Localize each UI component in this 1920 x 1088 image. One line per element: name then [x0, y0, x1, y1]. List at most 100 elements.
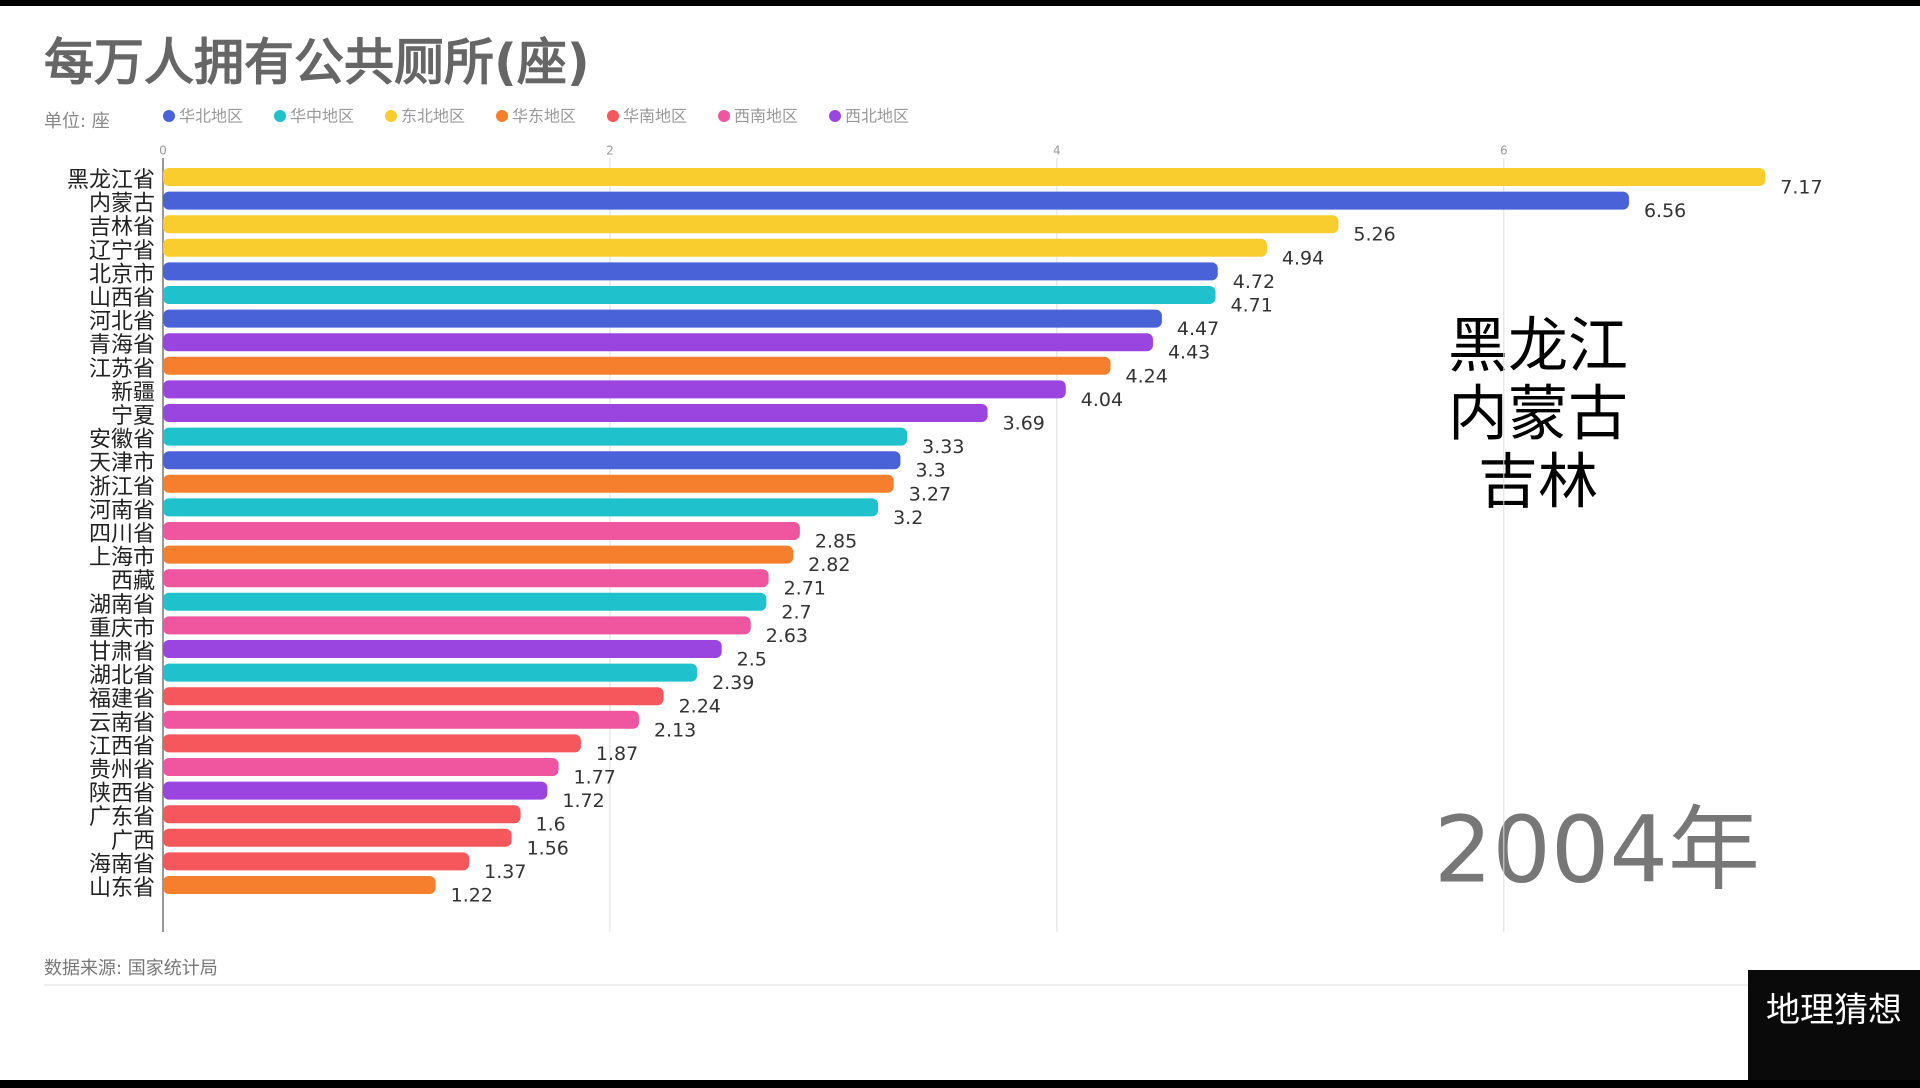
legend-swatch: [274, 110, 286, 122]
bar: [163, 781, 548, 800]
bar: [163, 451, 901, 470]
chart-title: 每万人拥有公共厕所(座): [44, 34, 590, 92]
y-tick-label: 西藏: [111, 569, 155, 594]
year-label: 2004年: [1434, 796, 1760, 903]
x-tick-label: 4: [1053, 144, 1061, 158]
bar: [163, 262, 1218, 281]
bar: [163, 474, 894, 493]
value-label: 2.39: [712, 672, 754, 694]
annotation: 吉林: [1478, 448, 1598, 518]
bar: [163, 805, 521, 824]
bar: [163, 569, 769, 588]
y-tick-label: 浙江省: [89, 475, 155, 500]
bar: [163, 404, 988, 422]
bar: [163, 710, 639, 729]
x-tick-label: 6: [1500, 144, 1508, 158]
y-tick-label: 吉林省: [89, 215, 155, 240]
y-tick-label: 四川省: [89, 522, 155, 547]
x-tick-label: 2: [606, 144, 614, 158]
value-label: 2.63: [766, 625, 808, 647]
y-tick-label: 湖南省: [89, 593, 155, 618]
bar: [163, 427, 908, 446]
value-label: 2.71: [784, 578, 826, 600]
bar: [163, 238, 1267, 257]
y-tick-label: 江西省: [89, 734, 155, 759]
value-label: 4.71: [1231, 295, 1273, 317]
y-tick-label: 广东省: [89, 805, 155, 830]
legend-label: 华中地区: [290, 107, 354, 126]
legend-swatch: [829, 110, 841, 122]
y-tick-label: 北京市: [89, 262, 155, 287]
legend-label: 华北地区: [179, 107, 243, 126]
annotation: 内蒙古: [1448, 380, 1628, 450]
value-label: 1.37: [484, 861, 526, 883]
y-tick-label: 甘肃省: [89, 640, 155, 665]
value-label: 4.43: [1168, 342, 1210, 364]
y-tick-label: 云南省: [89, 711, 155, 736]
y-tick-label: 陕西省: [89, 782, 155, 807]
bar: [163, 522, 800, 540]
y-tick-label: 江苏省: [89, 357, 155, 382]
y-tick-label: 福建省: [89, 687, 155, 712]
y-tick-label: 贵州省: [89, 758, 155, 783]
y-tick-label: 内蒙古: [89, 192, 155, 217]
value-label: 4.24: [1125, 365, 1167, 387]
bar: [163, 734, 581, 753]
y-tick-label: 山西省: [89, 286, 155, 311]
y-tick-label: 黑龙江省: [67, 168, 155, 193]
legend-label: 东北地区: [401, 107, 465, 126]
bar: [163, 663, 698, 682]
value-label: 2.82: [808, 554, 850, 576]
bar: [163, 286, 1216, 304]
bar: [163, 356, 1111, 375]
value-label: 1.22: [451, 885, 493, 907]
bar: [163, 309, 1162, 328]
bar: [163, 215, 1339, 234]
value-label: 1.87: [596, 743, 638, 765]
y-tick-label: 河北省: [89, 310, 155, 335]
bar: [163, 191, 1629, 210]
value-label: 3.69: [1003, 413, 1045, 435]
value-label: 4.72: [1233, 271, 1275, 293]
annotation: 黑龙江: [1448, 312, 1628, 382]
legend-swatch: [163, 110, 175, 122]
source: 数据来源: 国家统计局: [44, 958, 218, 979]
value-label: 2.7: [781, 601, 811, 623]
value-label: 1.56: [527, 837, 569, 859]
bar: [163, 545, 794, 564]
value-label: 2.13: [654, 719, 696, 741]
y-tick-label: 山东省: [89, 876, 155, 901]
y-tick-label: 上海市: [89, 546, 155, 571]
bar: [163, 852, 470, 871]
bar: [163, 876, 436, 894]
y-tick-label: 青海省: [89, 333, 155, 358]
bar: [163, 498, 879, 517]
value-label: 1.72: [562, 790, 604, 812]
bar: [163, 616, 751, 635]
legend-swatch: [385, 110, 397, 122]
y-tick-label: 新疆: [111, 380, 155, 405]
legend-label: 西南地区: [734, 107, 798, 126]
y-tick-label: 广西: [111, 829, 155, 854]
legend-label: 华南地区: [623, 107, 687, 126]
legend-swatch: [496, 110, 508, 122]
bar: [163, 640, 722, 658]
legend-label: 华东地区: [512, 107, 576, 126]
value-label: 3.33: [922, 436, 964, 458]
legend-swatch: [718, 110, 730, 122]
y-tick-label: 湖北省: [89, 664, 155, 689]
y-tick-label: 宁夏: [111, 404, 155, 429]
bar: [163, 592, 767, 611]
background: [0, 6, 1920, 1080]
bar: [163, 168, 1766, 186]
bar: [163, 687, 664, 706]
legend-swatch: [607, 110, 619, 122]
value-label: 7.17: [1780, 177, 1822, 199]
watermark: 地理猜想: [1766, 991, 1902, 1031]
value-label: 1.6: [536, 814, 566, 836]
value-label: 2.85: [815, 531, 857, 553]
value-label: 1.77: [574, 767, 616, 789]
value-label: 3.2: [893, 507, 923, 529]
